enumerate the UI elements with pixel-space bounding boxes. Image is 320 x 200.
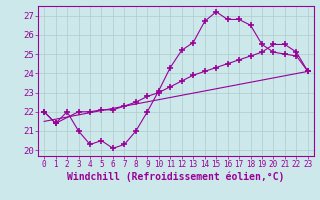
X-axis label: Windchill (Refroidissement éolien,°C): Windchill (Refroidissement éolien,°C) (67, 172, 285, 182)
